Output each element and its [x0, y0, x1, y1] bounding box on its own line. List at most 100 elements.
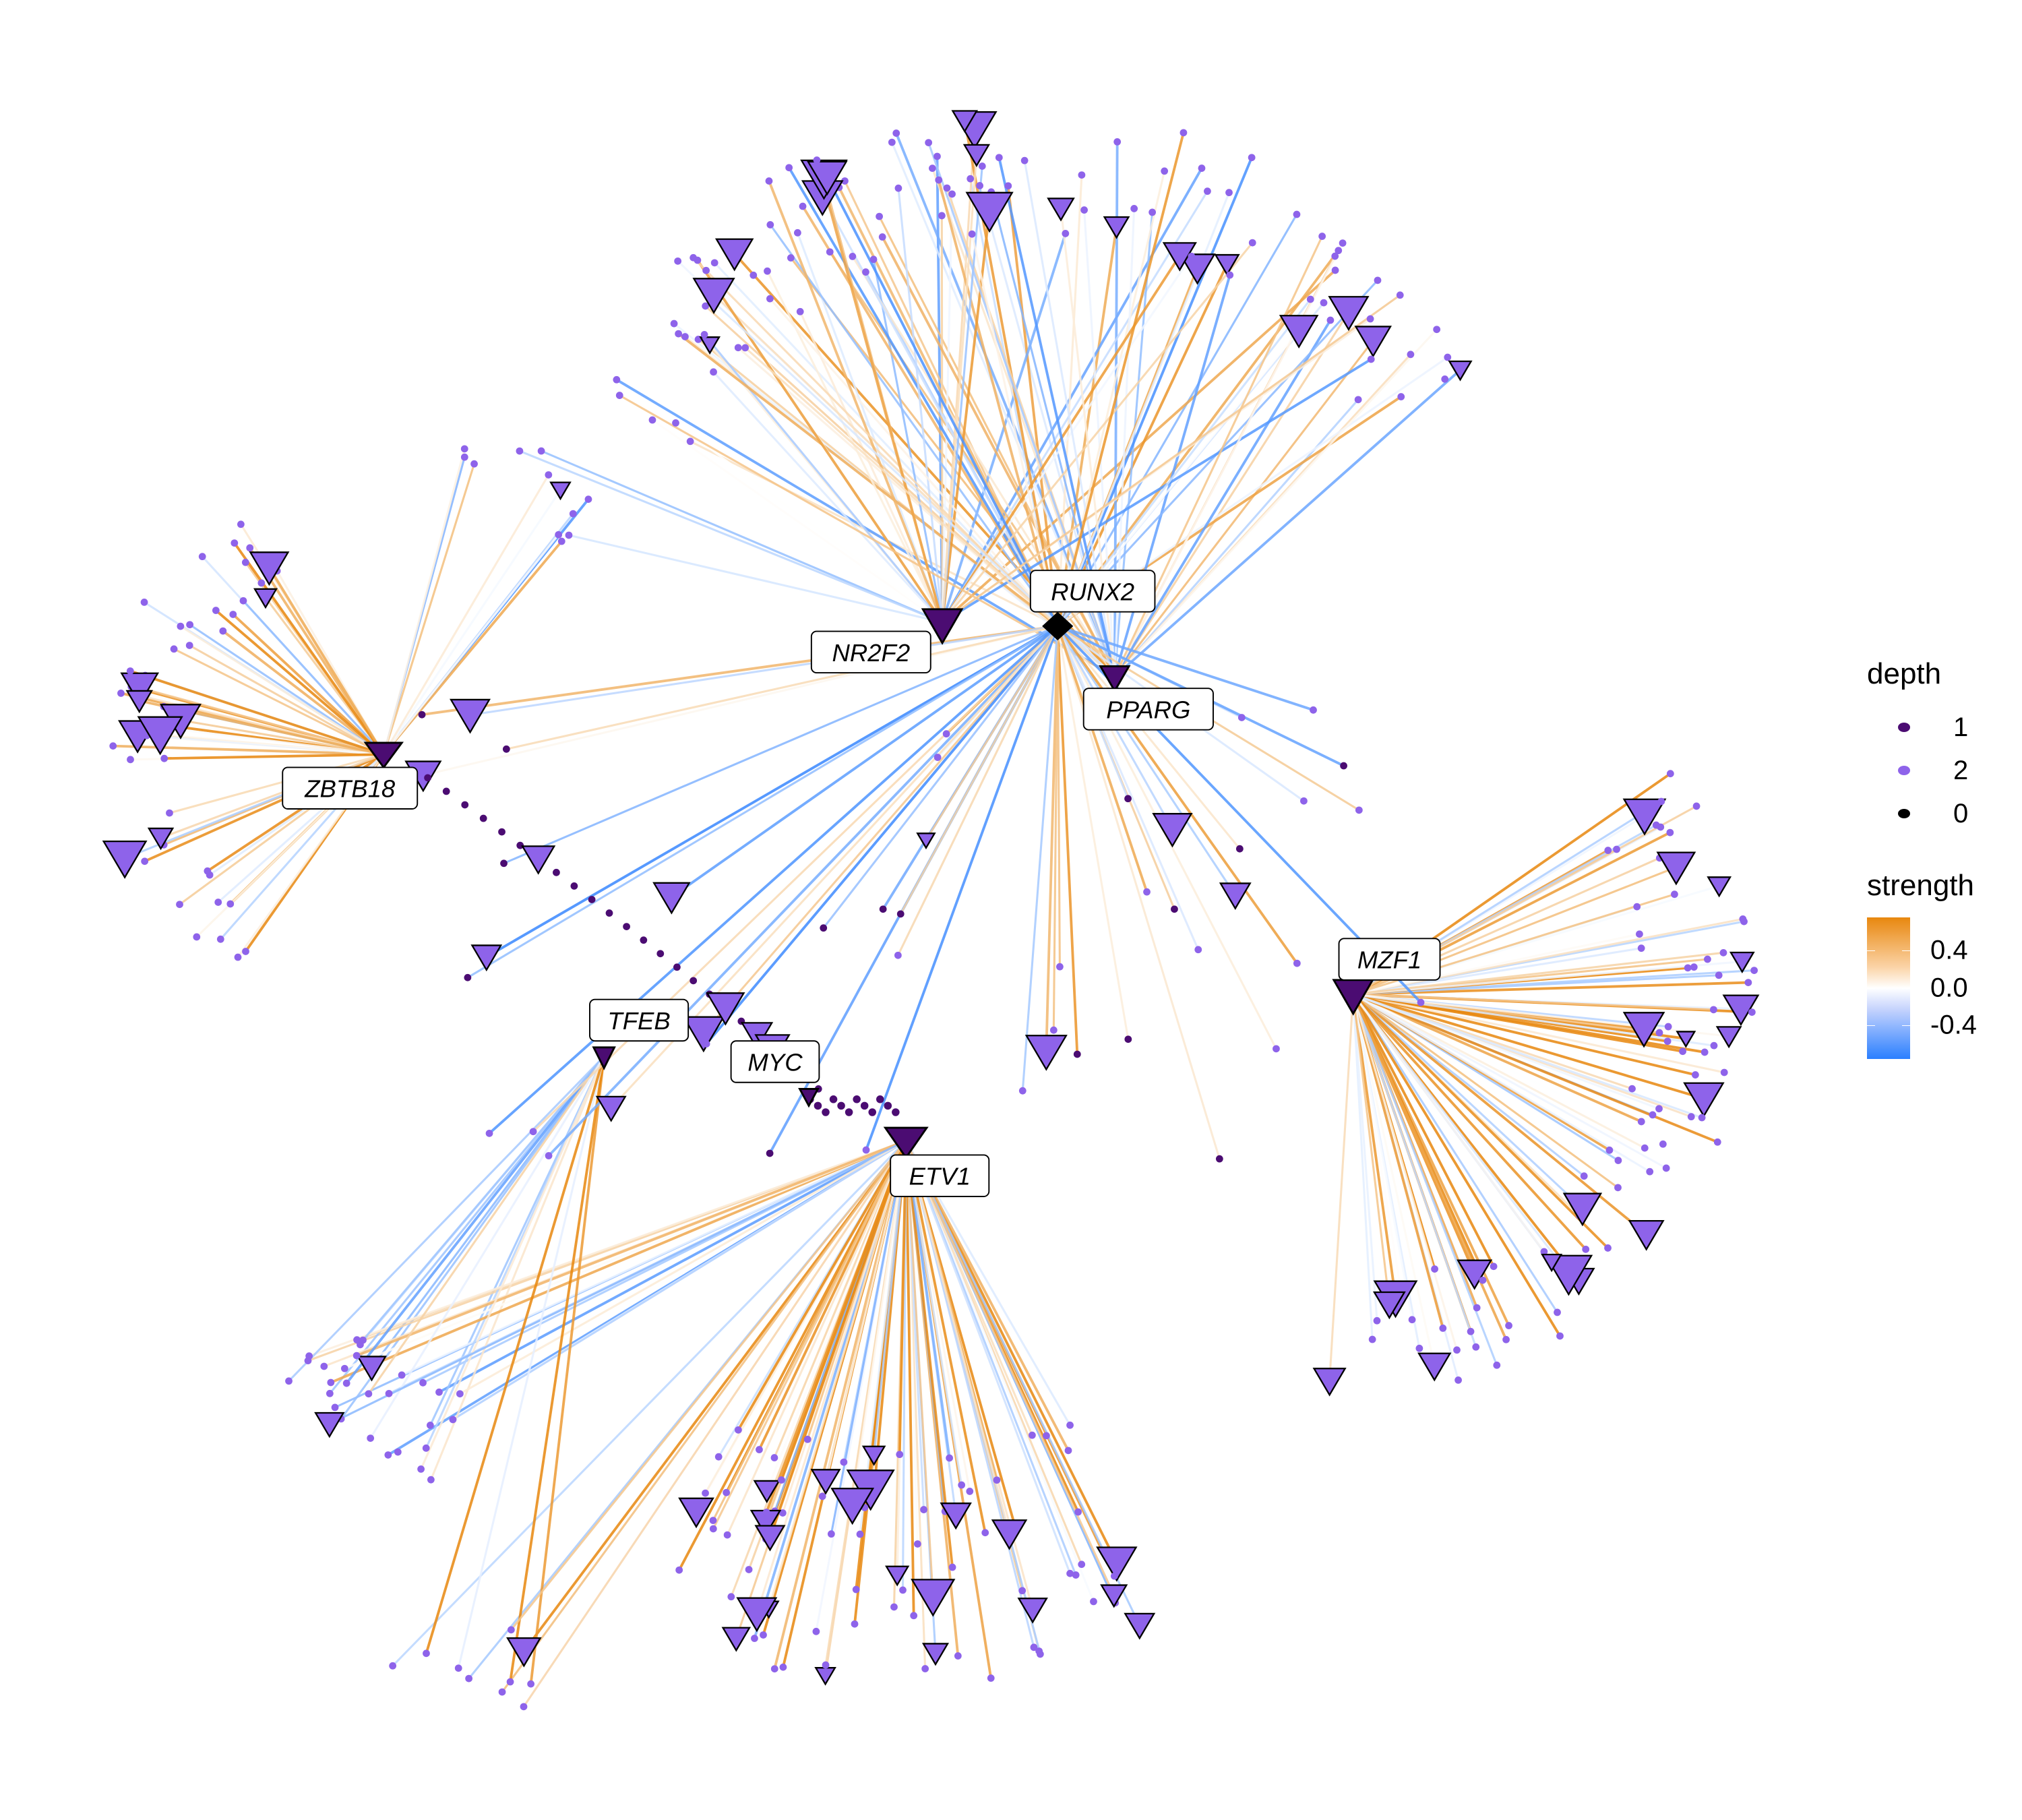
edge — [1328, 994, 1355, 1381]
node — [257, 579, 266, 587]
edge — [1056, 626, 1200, 950]
node — [929, 164, 936, 173]
node — [878, 233, 886, 241]
node — [853, 1095, 861, 1103]
edge — [501, 1140, 907, 1693]
triangle-node — [253, 588, 278, 609]
triangle-node — [1622, 1012, 1665, 1048]
edge — [1352, 994, 1436, 1366]
node — [529, 1128, 537, 1136]
edge — [712, 371, 944, 624]
node — [778, 1476, 785, 1484]
node — [545, 1152, 553, 1159]
node — [1148, 208, 1157, 216]
node — [1306, 295, 1314, 303]
node — [967, 175, 975, 183]
node — [796, 307, 804, 315]
node — [1340, 762, 1347, 770]
node — [1666, 770, 1674, 778]
triangle-node — [916, 832, 936, 850]
triangle-node — [506, 1637, 542, 1668]
edge — [768, 1140, 908, 1538]
edge — [799, 311, 944, 623]
edge — [510, 1140, 907, 1631]
edge — [897, 626, 1059, 956]
triangle-node — [1096, 1546, 1138, 1582]
hub-node-tfeb — [592, 1046, 616, 1070]
node — [829, 1095, 838, 1103]
triangle-node — [714, 238, 754, 272]
triangle-node — [356, 1356, 387, 1382]
strength-tick-label: 0.4 — [1930, 935, 1968, 965]
triangle-node — [102, 840, 148, 879]
node — [948, 1563, 956, 1571]
node — [305, 1352, 313, 1360]
node — [1331, 266, 1339, 274]
node — [1194, 946, 1202, 954]
edge — [1052, 626, 1059, 1031]
node — [710, 299, 718, 306]
node — [1407, 351, 1415, 359]
node — [1493, 1361, 1501, 1369]
edge — [1352, 994, 1458, 1351]
node — [1339, 239, 1347, 247]
triangle-node — [595, 1095, 627, 1122]
node — [709, 1525, 717, 1533]
edge — [905, 1140, 1118, 1564]
node — [925, 139, 933, 146]
node — [520, 1703, 528, 1711]
node — [1692, 802, 1701, 810]
depth-1-swatch — [1898, 723, 1910, 732]
node — [498, 1688, 506, 1696]
node — [1649, 1111, 1657, 1119]
node — [204, 867, 212, 875]
edge — [941, 269, 1337, 624]
node — [899, 1586, 907, 1594]
triangle-node — [814, 1667, 836, 1686]
triangle-node — [921, 1643, 950, 1666]
label-tfeb: TFEB — [589, 998, 690, 1042]
edge — [425, 1056, 605, 1654]
node — [1467, 1327, 1475, 1335]
node — [460, 453, 468, 461]
edge — [1056, 626, 1130, 1039]
edge — [756, 1140, 907, 1614]
node — [710, 368, 717, 376]
node — [1198, 164, 1206, 172]
edge — [941, 166, 983, 623]
node — [327, 1378, 335, 1387]
edge — [851, 1141, 907, 1505]
node — [820, 924, 828, 932]
legend-depth-1: 1 — [1867, 706, 1998, 749]
edge — [851, 255, 1116, 677]
node — [764, 267, 771, 275]
node — [787, 254, 795, 262]
edge — [1353, 960, 1742, 996]
node — [827, 1530, 835, 1538]
edge — [1352, 993, 1583, 1209]
node — [1684, 964, 1692, 972]
triangle-node — [1562, 1192, 1603, 1227]
edge — [1057, 625, 1241, 850]
triangle-node — [1328, 296, 1370, 332]
edge — [714, 262, 1059, 627]
edge — [905, 1141, 915, 1616]
edge — [1351, 994, 1495, 1267]
edge — [703, 334, 944, 624]
edge — [529, 1056, 606, 1685]
node — [242, 948, 249, 955]
svg-text:PPARG: PPARG — [1106, 696, 1190, 723]
node — [537, 447, 545, 455]
node — [1637, 944, 1645, 952]
node — [1690, 963, 1698, 971]
node — [935, 176, 943, 184]
edge — [169, 753, 384, 814]
legend-strength-title: strength — [1867, 869, 1974, 902]
edge — [905, 1140, 987, 1534]
triangle-node — [1683, 1082, 1725, 1118]
edge — [905, 1141, 963, 1486]
edge — [401, 1139, 907, 1376]
node — [723, 1531, 731, 1539]
edge — [392, 1140, 907, 1667]
node — [584, 495, 592, 504]
